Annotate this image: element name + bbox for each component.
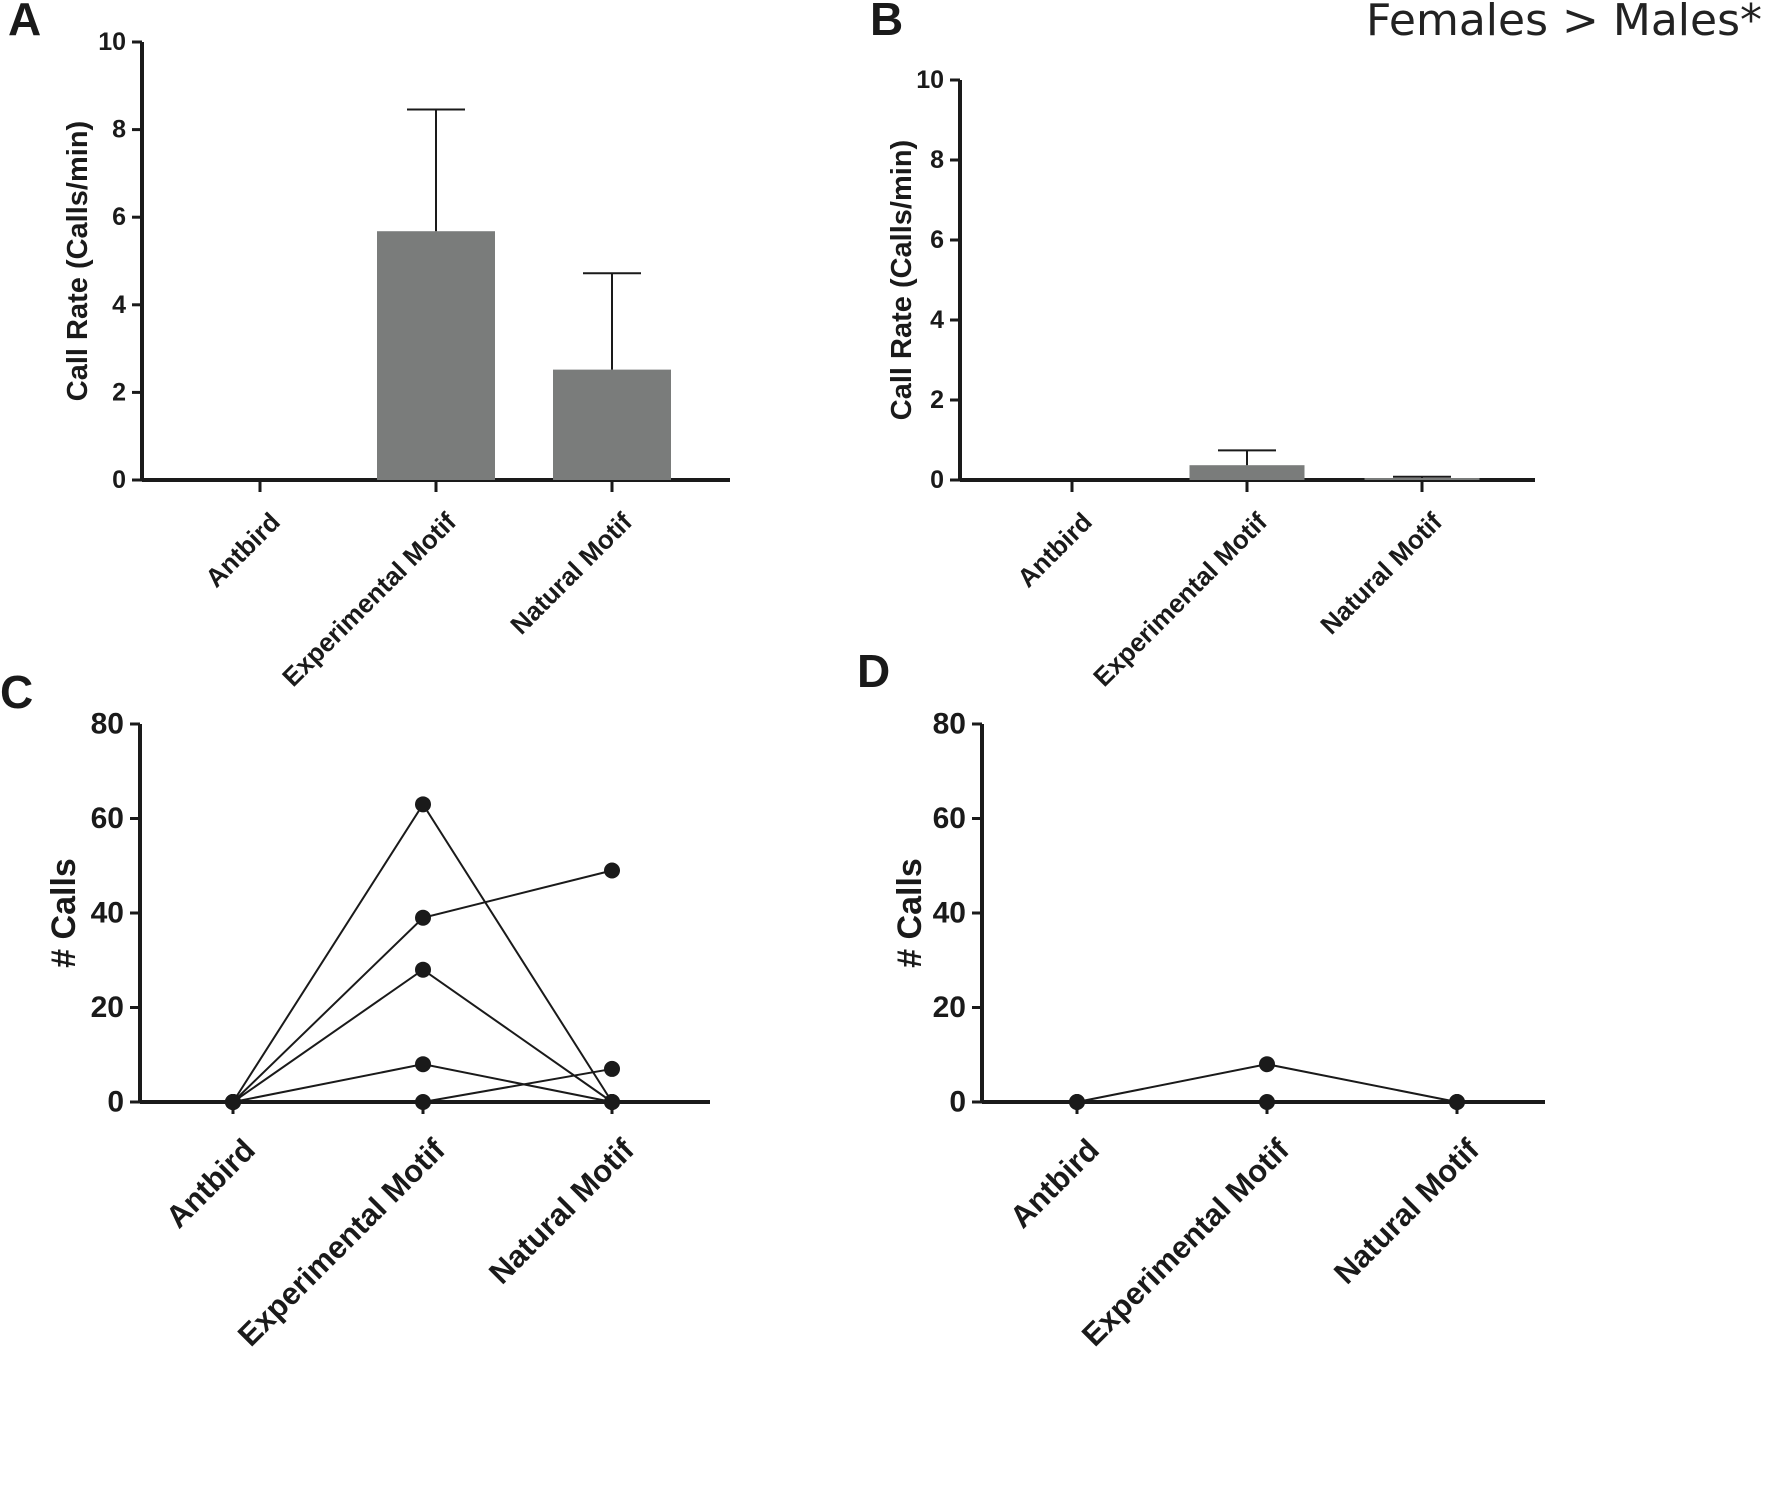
data-point <box>415 909 431 926</box>
y-tick-label: 10 <box>98 28 126 56</box>
data-point <box>415 796 431 813</box>
y-tick-label: 60 <box>91 802 124 835</box>
x-tick-label: Experimental Motif <box>1087 506 1273 692</box>
y-tick-label: 2 <box>930 386 944 414</box>
data-point <box>604 1060 620 1077</box>
figure-headline: Females > Males* <box>1366 0 1762 46</box>
y-axis-label: Call Rate (Calls/min) <box>886 140 918 420</box>
data-point <box>604 1094 620 1110</box>
y-tick-label: 6 <box>112 203 126 231</box>
x-tick-label: Natural Motif <box>1314 506 1448 640</box>
y-tick-label: 6 <box>930 226 944 254</box>
x-tick-label: Antbird <box>199 507 286 594</box>
data-point <box>1259 1056 1275 1073</box>
panel-b: B 0 2 4 6 8 10 Call Rate (Calls/min) AntbirdExpe… <box>870 0 1535 692</box>
data-point <box>604 862 620 879</box>
bar <box>377 231 495 480</box>
data-point <box>415 1056 431 1073</box>
bar <box>1189 465 1305 480</box>
panel-a: A 0 2 4 6 8 10 Call Rate (Calls/min) AntbirdExpe… <box>8 0 730 692</box>
panel-letter: B <box>870 0 903 45</box>
data-point <box>415 1094 431 1110</box>
y-tick-label: 0 <box>930 466 944 494</box>
data-point <box>225 1094 241 1110</box>
y-tick-label: 80 <box>933 708 966 741</box>
x-tick-label: Experimental Motif <box>1075 1132 1296 1353</box>
y-tick-label: 8 <box>112 116 126 144</box>
y-tick-label: 10 <box>916 66 944 94</box>
x-tick-label: Antbird <box>1011 507 1098 594</box>
y-tick-label: 8 <box>930 146 944 174</box>
y-axis-label: # Calls <box>45 858 83 968</box>
y-axis-label: # Calls <box>891 858 929 968</box>
y-tick-label: 40 <box>933 897 966 930</box>
bar <box>553 369 671 480</box>
data-point <box>1449 1094 1465 1110</box>
y-tick-label: 20 <box>933 991 966 1024</box>
y-tick-label: 0 <box>112 466 126 494</box>
y-tick-label: 0 <box>949 1086 966 1119</box>
panel-letter: A <box>8 0 41 45</box>
y-tick-label: 20 <box>91 991 124 1024</box>
data-point <box>415 961 431 978</box>
y-tick-label: 80 <box>91 708 124 741</box>
y-tick-label: 4 <box>930 306 944 334</box>
y-tick-label: 40 <box>91 897 124 930</box>
x-tick-label: Experimental Motif <box>276 506 462 692</box>
series-line <box>232 968 613 1103</box>
panel-letter: C <box>0 666 33 718</box>
x-tick-label: Antbird <box>1003 1132 1106 1235</box>
x-tick-label: Experimental Motif <box>231 1132 452 1353</box>
panel-letter: D <box>857 645 890 697</box>
x-tick-label: Natural Motif <box>482 1132 641 1291</box>
x-tick-label: Natural Motif <box>1327 1132 1486 1291</box>
bar <box>1364 478 1480 480</box>
data-point <box>1069 1094 1085 1110</box>
y-tick-label: 4 <box>112 291 126 319</box>
data-point <box>1259 1094 1275 1110</box>
y-tick-label: 60 <box>933 802 966 835</box>
x-tick-label: Antbird <box>159 1132 262 1235</box>
x-tick-label: Natural Motif <box>504 506 638 640</box>
y-tick-label: 0 <box>107 1086 124 1119</box>
y-tick-label: 2 <box>112 378 126 406</box>
y-axis-label: Call Rate (Calls/min) <box>62 121 94 401</box>
